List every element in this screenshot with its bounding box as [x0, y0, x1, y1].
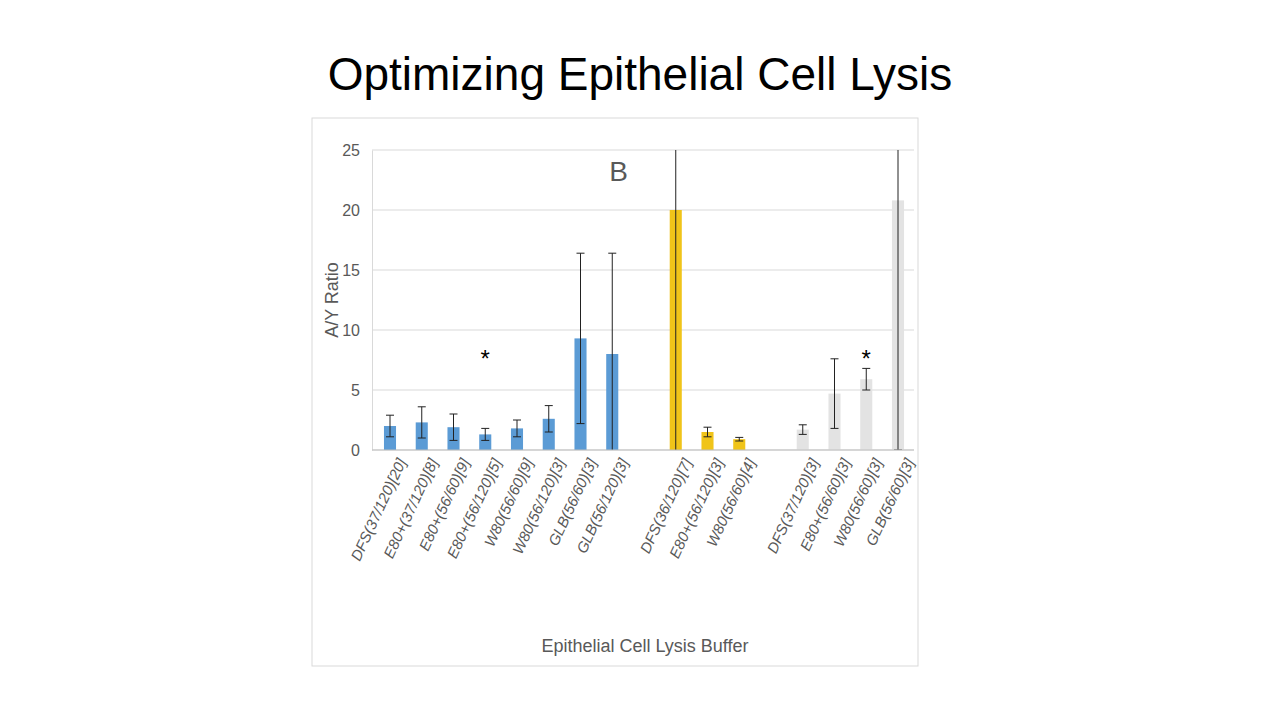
annotation: * [862, 345, 871, 372]
error-bar [894, 150, 902, 450]
bar [860, 379, 872, 450]
error-cap [418, 406, 426, 407]
error-cap [704, 436, 712, 437]
error-cap [577, 253, 585, 254]
grid-line [372, 390, 914, 391]
error-cap [386, 415, 394, 416]
y-axis-title: A/Y Ratio [322, 262, 342, 338]
bar [733, 439, 745, 450]
error-cap [513, 436, 521, 437]
y-tick: 0 [351, 442, 372, 459]
y-axis-line [372, 151, 373, 451]
error-bar [799, 425, 807, 435]
error-cap [799, 434, 807, 435]
error-line [612, 253, 613, 450]
error-line [707, 427, 708, 437]
x-tick: GLB(56/120)[3] [573, 450, 632, 556]
y-tick: 15 [342, 262, 372, 279]
y-tick-label: 20 [342, 202, 360, 219]
error-cap [831, 358, 839, 359]
x-tick-label: GLB(56/120)[3] [573, 455, 632, 556]
error-cap [799, 424, 807, 425]
error-line [485, 428, 486, 440]
error-cap [450, 440, 458, 441]
grid-line [372, 270, 914, 271]
error-cap [418, 438, 426, 439]
error-line [675, 150, 676, 450]
x-axis-title: Epithelial Cell Lysis Buffer [541, 636, 748, 656]
y-axis: 0 5 10 15 20 25 [342, 142, 372, 459]
y-tick: 5 [351, 382, 372, 399]
y-tick: 25 [342, 142, 372, 159]
error-cap [481, 428, 489, 429]
error-bar [577, 253, 585, 423]
error-bar [735, 437, 743, 441]
error-line [580, 253, 581, 423]
error-cap [545, 405, 553, 406]
slide: Optimizing Epithelial Cell Lysis 0 5 10 15 20… [0, 0, 1280, 720]
y-tick-label: 10 [342, 322, 360, 339]
error-cap [608, 253, 616, 254]
x-tick: GLB(56/60)[3] [862, 450, 918, 548]
error-line [834, 359, 835, 429]
x-tick: W80(56/60)[4] [703, 450, 759, 549]
annotations: B * * [481, 156, 871, 372]
grid-line [372, 330, 914, 331]
error-line [548, 406, 549, 432]
error-cap [735, 441, 743, 442]
error-cap [735, 437, 743, 438]
grid-line [372, 150, 914, 151]
error-bar [386, 415, 394, 437]
bars [384, 150, 904, 450]
grid-line [372, 210, 914, 211]
error-cap [831, 428, 839, 429]
error-bar [672, 150, 680, 450]
error-cap [577, 423, 585, 424]
error-line [390, 415, 391, 437]
error-cap [704, 427, 712, 428]
x-axis-line [372, 450, 914, 451]
error-line [898, 150, 899, 450]
error-bar [831, 359, 839, 429]
title: Optimizing Epithelial Cell Lysis [328, 48, 953, 100]
grid [372, 150, 914, 450]
annotation: * [481, 345, 490, 372]
error-line [421, 407, 422, 438]
error-line [739, 437, 740, 441]
error-line [453, 414, 454, 440]
y-tick-label: 25 [342, 142, 360, 159]
error-line [802, 425, 803, 435]
y-tick: 20 [342, 202, 372, 219]
annotation: B [609, 156, 628, 187]
x-tick-label: GLB(56/60)[3] [862, 455, 918, 548]
error-bar [545, 406, 553, 432]
error-cap [862, 390, 870, 391]
grid-line [372, 450, 914, 451]
chart-frame [312, 118, 918, 666]
y-tick-label: 0 [351, 442, 360, 459]
error-bar [513, 420, 521, 437]
error-cap [450, 414, 458, 415]
x-tick-label: W80(56/60)[4] [703, 455, 759, 549]
error-cap [386, 436, 394, 437]
error-cap [481, 440, 489, 441]
y-tick-label: 5 [351, 382, 360, 399]
error-bar [608, 253, 616, 450]
error-bar [450, 414, 458, 440]
y-tick: 10 [342, 322, 372, 339]
error-bar [481, 428, 489, 440]
error-cap [513, 420, 521, 421]
error-bar [704, 427, 712, 437]
error-cap [545, 432, 553, 433]
y-tick-label: 15 [342, 262, 360, 279]
error-bar [418, 407, 426, 438]
x-axis: DFS(37/120)[20]E80+(37/120)[8]E80+(56/60… [347, 450, 918, 563]
error-line [517, 420, 518, 437]
